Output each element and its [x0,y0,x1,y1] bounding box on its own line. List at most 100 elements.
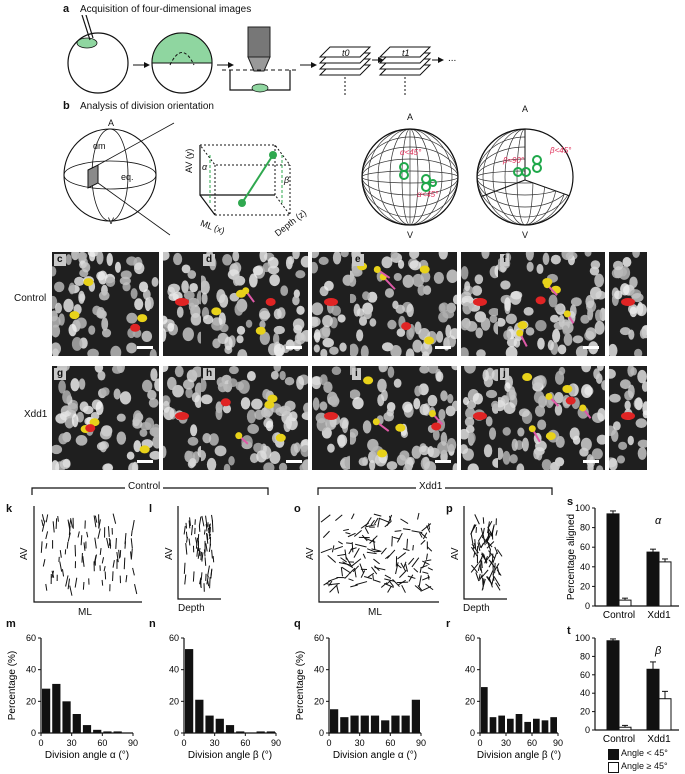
histogram-bar [489,717,497,733]
nucleus [134,262,145,275]
nucleus [369,318,377,327]
nucleus [614,290,623,300]
nucleus [283,419,292,433]
division-trace [420,532,428,539]
nucleus [52,460,60,470]
division-trace [347,532,356,538]
nucleus [611,268,622,279]
nucleus [476,349,486,356]
division-trace [343,528,349,532]
division-trace [470,563,479,573]
nucleus [502,427,511,436]
nucleus [228,378,238,387]
nucleus [236,335,244,344]
trace-panel-p [463,506,507,600]
nucleus [618,265,631,280]
division-trace [478,541,482,548]
nucleus [488,307,499,317]
nucleus [218,312,226,327]
y-tick-label: 20 [580,707,590,717]
nucleus [634,397,643,411]
nucleus [384,288,395,298]
histogram-bar [340,717,349,733]
nucleus [483,444,493,458]
nucleus [216,289,226,304]
nucleus [254,409,265,420]
orientation-sphere [63,128,157,222]
division-trace [82,556,85,567]
yellow-cell [424,336,435,345]
nucleus [114,261,122,273]
division-trace [132,567,135,576]
y-tick-label: 60 [26,633,36,643]
trace-p-xlabel: Depth [463,603,490,614]
red-cell-side [621,298,635,306]
nucleus [405,348,415,356]
legend-label-below45: Angle < 45° [621,748,668,758]
legend-label-above45: Angle ≥ 45° [621,761,668,771]
division-trace [93,515,97,528]
nucleus [219,323,229,333]
nucleus [339,417,349,429]
nucleus [620,283,630,296]
nucleus [105,276,116,288]
yellow-daughter [372,418,380,426]
nucleus [489,427,497,440]
nucleus [126,451,135,460]
y-tick-label: 20 [580,581,590,591]
nucleus [594,273,604,288]
nucleus [183,290,195,300]
histogram-bar [550,717,557,733]
division-trace [59,550,62,558]
nucleus [119,276,131,286]
bar [646,551,660,607]
scale-bar [435,460,451,463]
division-trace [70,518,73,528]
nucleus [362,420,372,434]
nucleus [629,276,638,289]
y-tick-label: 20 [169,696,179,706]
division-trace [112,571,114,582]
division-trace [52,521,55,533]
division-trace [197,547,201,559]
nucleus [75,317,87,329]
nucleus [451,400,457,412]
histogram-bar [391,715,400,733]
nucleus [273,366,282,372]
nucleus [505,346,518,356]
nucleus [609,393,621,403]
histogram-n: 0 20 40 60 0 30 60 90 Division angle β (°) [169,633,281,761]
division-trace [322,530,330,539]
nucleus [312,302,324,316]
chart-title: β [654,645,662,657]
division-trace [208,543,212,552]
nucleus [62,390,72,404]
nucleus [505,313,517,325]
nucleus [197,331,201,344]
micrograph-letter: e [352,254,364,266]
histogram-bar [381,720,390,733]
nucleus [187,270,197,279]
scale-bar [137,460,153,463]
nucleus [498,400,506,412]
histogram-bar [498,715,505,733]
nucleus [174,366,184,378]
red-cell-side [175,298,189,306]
nucleus [228,456,235,466]
nucleus [480,317,491,331]
globe2-right-angle: β<45° [550,146,572,155]
stack-t0-label: t0 [342,48,350,58]
division-trace [80,535,83,546]
division-trace [496,566,500,576]
x-tick-label: 90 [553,738,563,748]
nucleus [106,253,113,266]
globes [361,128,574,226]
nucleus [433,271,444,284]
histogram-bar [103,731,112,733]
nucleus [436,330,444,343]
red-cell-side [324,412,338,420]
division-trace [489,548,491,557]
division-trace [112,513,117,524]
panel-a-letter: a [63,3,70,15]
division-trace [422,560,430,566]
